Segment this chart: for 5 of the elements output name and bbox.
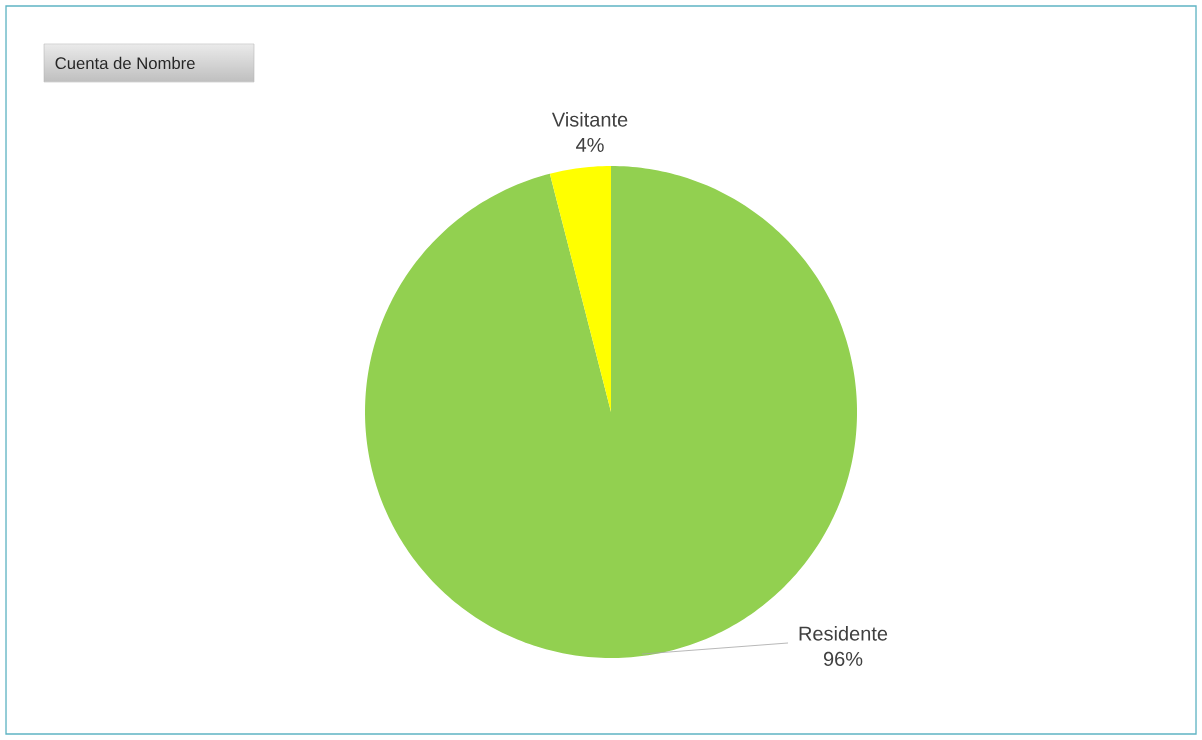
slice-label: Visitante	[551, 112, 628, 127]
data-label: 4%	[576, 137, 604, 152]
data-label: 96%	[823, 651, 863, 666]
slice-label: Residente	[799, 625, 888, 641]
text: Cuenta de Nombre	[55, 56, 195, 70]
